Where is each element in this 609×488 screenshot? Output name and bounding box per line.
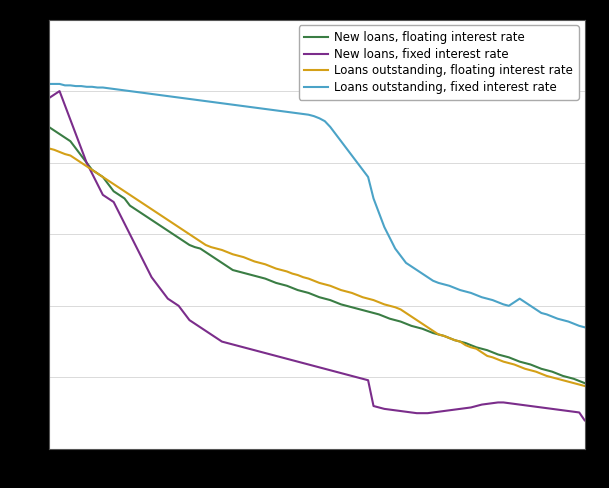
Text: 0: 0 [23,433,32,446]
Loans outstanding, fixed interest rate [169,94,177,100]
Legend: New loans, floating interest rate, New loans, fixed interest rate, Loans outstan: New loans, floating interest rate, New l… [298,25,579,100]
Loans outstanding, fixed interest rate [364,174,371,180]
Loans outstanding, floating interest rate [169,221,177,226]
New loans, fixed interest rate [175,303,182,309]
New loans, fixed interest rate [543,405,551,411]
Line: Loans outstanding, fixed interest rate: Loans outstanding, fixed interest rate [49,84,585,327]
Loans outstanding, floating interest rate [581,383,588,389]
New loans, fixed interest rate [45,95,52,101]
New loans, fixed interest rate [56,88,63,94]
New loans, floating interest rate [554,371,561,377]
New loans, fixed interest rate [581,417,588,423]
Loans outstanding, fixed interest rate [554,316,561,322]
New loans, fixed interest rate [559,407,566,413]
Loans outstanding, fixed interest rate [321,118,328,124]
Line: New loans, fixed interest rate: New loans, fixed interest rate [49,91,585,420]
Loans outstanding, fixed interest rate [538,310,545,316]
New loans, floating interest rate [321,296,328,302]
Loans outstanding, floating interest rate [45,145,52,151]
Loans outstanding, fixed interest rate [581,325,588,330]
Loans outstanding, fixed interest rate [45,81,52,87]
Loans outstanding, floating interest rate [321,282,328,287]
New loans, floating interest rate [581,380,588,386]
New loans, floating interest rate [148,217,155,223]
Line: Loans outstanding, floating interest rate: Loans outstanding, floating interest rat… [49,148,585,386]
New loans, fixed interest rate [326,367,334,373]
New loans, floating interest rate [538,366,545,372]
Loans outstanding, floating interest rate [148,206,155,212]
Line: New loans, floating interest rate: New loans, floating interest rate [49,127,585,383]
Loans outstanding, floating interest rate [554,376,561,382]
Loans outstanding, floating interest rate [364,296,371,302]
Loans outstanding, fixed interest rate [148,91,155,97]
New loans, floating interest rate [45,124,52,130]
New loans, floating interest rate [364,308,371,314]
New loans, floating interest rate [169,231,177,237]
Loans outstanding, floating interest rate [538,371,545,377]
New loans, fixed interest rate [153,282,161,287]
New loans, fixed interest rate [370,403,377,409]
